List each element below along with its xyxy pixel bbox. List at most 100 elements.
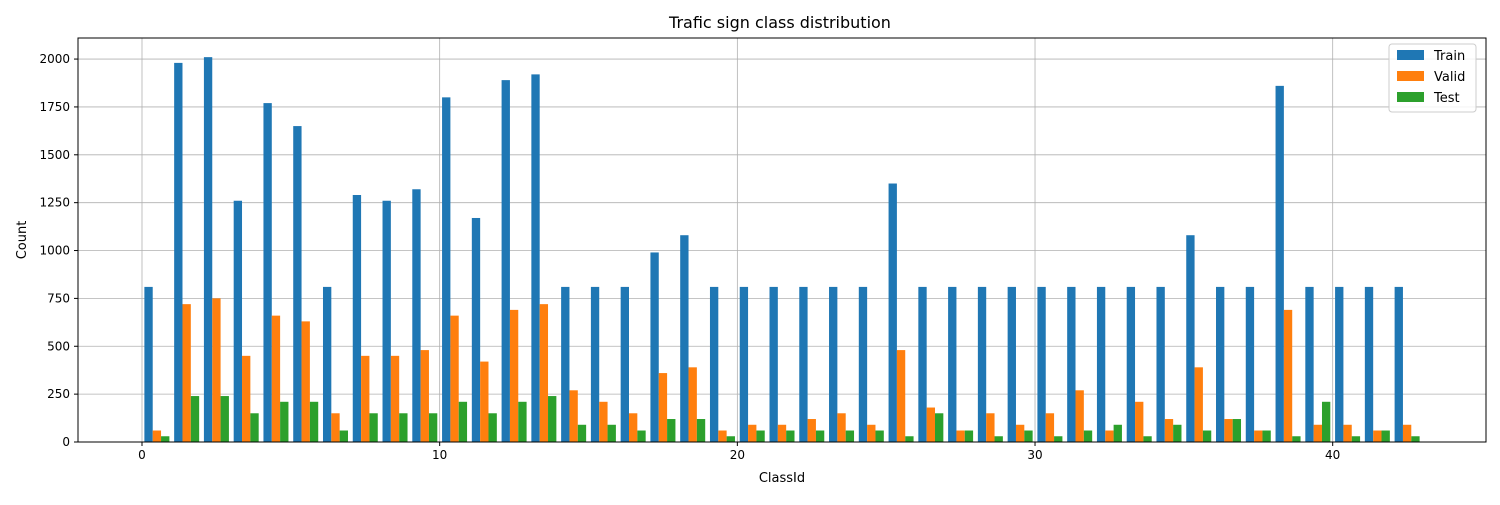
bar-test-class-42 xyxy=(1411,436,1420,442)
bar-valid-class-38 xyxy=(1283,309,1293,442)
bar-valid-class-12 xyxy=(509,309,519,442)
bar-test-class-18 xyxy=(696,419,706,442)
y-tick-label: 250 xyxy=(47,387,70,401)
bar-train-class-33 xyxy=(1126,286,1136,442)
bar-test-class-11 xyxy=(488,413,497,442)
y-axis-label: Count xyxy=(15,221,30,260)
bar-valid-class-18 xyxy=(688,367,697,442)
bar-test-class-25 xyxy=(905,436,914,442)
bar-valid-class-13 xyxy=(539,304,549,442)
bar-test-class-15 xyxy=(607,424,616,442)
x-tick-label: 10 xyxy=(432,448,447,462)
bar-test-class-14 xyxy=(577,424,587,442)
bar-valid-class-33 xyxy=(1135,401,1144,442)
bar-valid-class-14 xyxy=(569,390,578,442)
bar-train-class-20 xyxy=(739,286,749,442)
bar-test-class-40 xyxy=(1351,436,1361,442)
bar-train-class-27 xyxy=(948,286,957,442)
y-tick-label: 750 xyxy=(47,291,70,305)
y-tick-label: 1250 xyxy=(39,196,70,210)
bar-train-class-17 xyxy=(650,252,659,442)
bar-train-class-36 xyxy=(1216,286,1225,442)
bar-train-class-18 xyxy=(680,235,689,442)
bar-valid-class-17 xyxy=(658,373,668,442)
bar-valid-class-7 xyxy=(361,355,370,442)
y-tick-label: 1000 xyxy=(39,244,70,258)
bar-test-class-13 xyxy=(548,396,557,442)
bar-test-class-19 xyxy=(726,436,735,442)
bar-valid-class-24 xyxy=(867,424,876,442)
bar-test-class-23 xyxy=(845,430,855,442)
bar-valid-class-19 xyxy=(718,430,727,442)
bar-valid-class-2 xyxy=(212,298,221,442)
bar-train-class-26 xyxy=(918,286,927,442)
y-tick-label: 1500 xyxy=(39,148,70,162)
bar-valid-class-6 xyxy=(331,413,340,442)
bar-test-class-21 xyxy=(786,430,795,442)
bar-valid-class-10 xyxy=(450,315,459,442)
bar-valid-class-20 xyxy=(748,424,757,442)
bar-train-class-24 xyxy=(858,286,868,442)
bar-valid-class-41 xyxy=(1373,430,1382,442)
bar-valid-class-31 xyxy=(1075,390,1084,442)
bar-test-class-31 xyxy=(1083,430,1093,442)
bar-train-class-14 xyxy=(561,286,570,442)
bar-train-class-32 xyxy=(1096,286,1106,442)
bar-valid-class-3 xyxy=(242,355,251,442)
bar-test-class-38 xyxy=(1292,436,1301,442)
bar-valid-class-22 xyxy=(807,419,816,442)
bar-test-class-29 xyxy=(1024,430,1033,442)
bar-test-class-4 xyxy=(280,401,289,442)
bar-train-class-19 xyxy=(709,286,719,442)
bar-train-class-9 xyxy=(412,189,421,442)
bar-valid-class-29 xyxy=(1015,424,1025,442)
bar-train-class-5 xyxy=(293,126,302,442)
legend-swatch-test xyxy=(1397,92,1424,102)
bar-valid-class-27 xyxy=(956,430,965,442)
bar-valid-class-25 xyxy=(896,350,906,442)
bar-valid-class-0 xyxy=(152,430,162,442)
bar-train-class-1 xyxy=(174,62,183,443)
bar-valid-class-26 xyxy=(926,407,936,442)
bar-test-class-24 xyxy=(875,430,884,442)
bar-test-class-32 xyxy=(1113,424,1122,442)
bar-train-class-41 xyxy=(1364,286,1374,442)
bar-valid-class-42 xyxy=(1402,424,1412,442)
bar-test-class-9 xyxy=(428,413,438,442)
bar-test-class-3 xyxy=(250,413,259,442)
bar-train-class-4 xyxy=(263,103,272,443)
bar-test-class-20 xyxy=(756,430,765,442)
legend-label-valid: Valid xyxy=(1434,70,1465,85)
bar-train-class-28 xyxy=(977,286,987,442)
bar-valid-class-15 xyxy=(599,401,608,442)
bar-valid-class-1 xyxy=(182,304,191,442)
bar-valid-class-8 xyxy=(390,355,400,442)
bar-test-class-6 xyxy=(339,430,348,442)
bar-train-class-35 xyxy=(1186,235,1195,442)
legend-swatch-train xyxy=(1397,50,1424,60)
plot-background xyxy=(78,38,1486,442)
x-tick-label: 40 xyxy=(1325,448,1340,462)
bar-valid-class-11 xyxy=(480,361,489,442)
bar-valid-class-5 xyxy=(301,321,310,442)
bar-test-class-26 xyxy=(935,413,944,442)
bar-train-class-38 xyxy=(1275,85,1284,442)
legend: Train Valid Test xyxy=(1388,43,1477,113)
bar-test-class-10 xyxy=(458,401,468,442)
bar-valid-class-28 xyxy=(986,413,995,442)
bar-train-class-15 xyxy=(590,286,600,442)
bar-train-class-16 xyxy=(620,286,629,442)
bar-train-class-31 xyxy=(1067,286,1076,442)
bar-test-class-5 xyxy=(309,401,319,442)
bar-test-class-2 xyxy=(220,396,229,442)
bar-test-class-1 xyxy=(190,396,200,442)
bar-test-class-16 xyxy=(637,430,646,442)
bar-valid-class-34 xyxy=(1164,419,1174,442)
bar-test-class-7 xyxy=(369,413,378,442)
x-tick-label: 20 xyxy=(730,448,745,462)
bar-test-class-12 xyxy=(518,401,527,442)
bar-test-class-30 xyxy=(1054,436,1063,442)
x-tick-label: 30 xyxy=(1027,448,1042,462)
bar-train-class-23 xyxy=(829,286,838,442)
